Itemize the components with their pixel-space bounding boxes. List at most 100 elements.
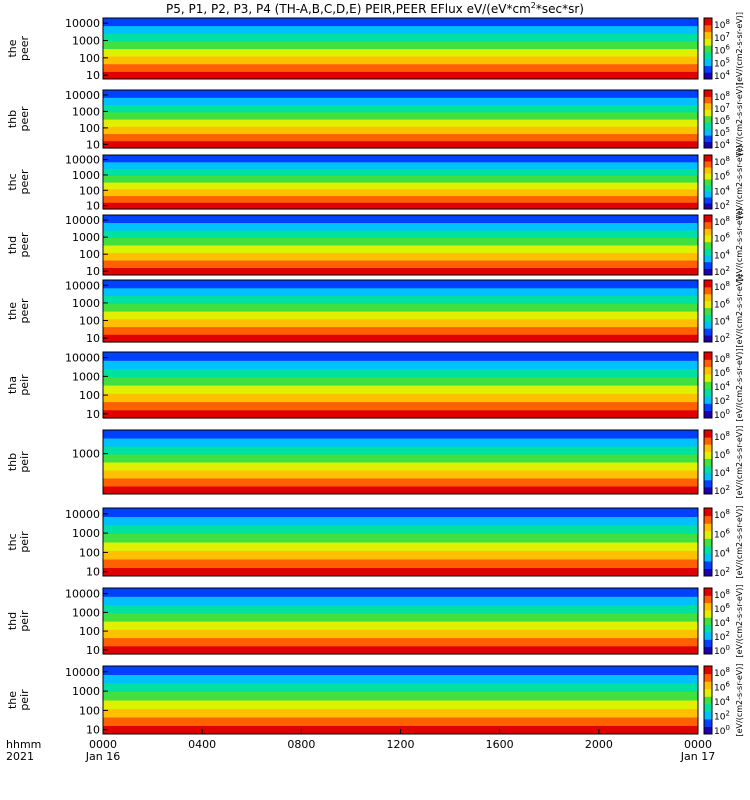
colorbar-segment [704, 366, 712, 375]
y-tick-label: 10 [86, 69, 100, 82]
panel-7-band [103, 430, 698, 439]
panel-10-band [103, 717, 698, 726]
colorbar-segment [704, 179, 712, 186]
panel-8-band [103, 542, 698, 551]
time-axis-row-label-year: 2021 [6, 750, 34, 763]
y-tick-label: 1000 [72, 297, 100, 310]
colorbar-segment [704, 215, 712, 223]
panel-4-band [103, 252, 698, 261]
colorbar-segment [704, 726, 712, 735]
panel-9-band [103, 596, 698, 606]
colorbar-segment [704, 610, 712, 618]
colorbar-tick-label: 104 [714, 547, 730, 560]
colorbar-tick-label: 104 [714, 466, 730, 479]
x-tick-label: 1200 [387, 738, 415, 751]
panel-3-band [103, 155, 698, 163]
panel-4-band [103, 222, 698, 231]
x-date-label-start: Jan 16 [85, 750, 120, 763]
colorbar-segment [704, 102, 712, 110]
colorbar-segment [704, 568, 712, 577]
x-tick-label: 0000 [89, 738, 117, 751]
colorbar-segment [704, 203, 712, 210]
colorbar-segment [704, 197, 712, 204]
panel-5-band [103, 318, 698, 328]
colorbar-segment [704, 280, 712, 288]
colorbar-label: [eV/(cm2-s-sr-eV)] [735, 208, 744, 281]
colorbar-segment [704, 410, 712, 419]
colorbar-segment [704, 185, 712, 192]
panel-5-band [103, 334, 698, 343]
colorbar-tick-label: 104 [714, 380, 730, 393]
y-tick-label: 1000 [72, 606, 100, 619]
panel-8-band [103, 525, 698, 534]
colorbar-segment [704, 617, 712, 626]
panel-8-band [103, 559, 698, 568]
panel-2-band [103, 119, 698, 127]
panel-4-frame [102, 214, 699, 276]
panel-2-band [103, 97, 698, 106]
panel-1-band [103, 18, 698, 27]
y-tick-label: 100 [79, 389, 100, 402]
panel-label: thbpeir [6, 451, 31, 473]
colorbar-segment [704, 235, 712, 243]
y-tick-label: 10000 [65, 352, 100, 365]
panel-7-band [103, 478, 698, 487]
y-tick-label: 10 [86, 138, 100, 151]
colorbar-segment [704, 688, 712, 697]
panel-7-band [103, 486, 698, 495]
time-axis: hhmm 2021 0000 0400 0800 1200 1600 2000 0000Ja… [6, 729, 715, 763]
colorbar-tick-label: 100 [714, 408, 730, 421]
panel-7-band [103, 470, 698, 479]
panel-5-band [103, 303, 698, 312]
colorbar-segment [704, 359, 712, 368]
colorbar-tick-label: 104 [714, 138, 730, 151]
colorbar-segment [704, 45, 712, 53]
panel-9-band [103, 637, 698, 647]
colorbar-segment [704, 261, 712, 269]
panel-9-band [103, 645, 698, 655]
colorbar-tick-label: 108 [714, 352, 730, 365]
y-tick-label: 10000 [65, 154, 100, 167]
colorbar-tick-label: 104 [714, 184, 730, 197]
colorbar-tick-label: 107 [714, 102, 730, 115]
colorbar-segment [704, 374, 712, 382]
colorbar-tick-label: 102 [714, 710, 730, 723]
colorbar-frame [703, 17, 713, 80]
colorbar-frame [703, 587, 713, 655]
colorbar-segment [704, 268, 712, 276]
panel-10-band [103, 683, 698, 692]
panel-3-band [103, 202, 698, 210]
colorbar-tick-label: 100 [714, 644, 730, 657]
panel-4-band [103, 215, 698, 223]
panel-8-band [103, 516, 698, 526]
colorbar-label: [eV/(cm2-s-sr-eV)] [735, 663, 744, 736]
colorbar-tick-label: 108 [714, 215, 730, 228]
colorbar-segment [704, 632, 712, 640]
panel-9-band [103, 604, 698, 614]
x-tick-label: 0000 [684, 738, 712, 751]
colorbar-tick-label: 106 [714, 114, 730, 127]
colorbar-frame [703, 351, 713, 419]
colorbar-label: [eV/(cm2-s-sr-eV)] [735, 425, 744, 498]
colorbar-segment [704, 486, 712, 495]
colorbar-tick-label: 100 [714, 724, 730, 737]
panel-1-band [103, 48, 698, 57]
panel-1-band [103, 25, 698, 34]
colorbar-segment [704, 673, 712, 682]
panel-3-band [103, 195, 698, 203]
colorbar-segment [704, 228, 712, 236]
colorbar-segment [704, 155, 712, 162]
colorbar-segment [704, 307, 712, 315]
x-tick-label: 0800 [287, 738, 315, 751]
colorbar-segment [704, 18, 712, 26]
panel-5-band [103, 280, 698, 289]
y-tick-label: 100 [79, 248, 100, 261]
panel-label: thepeer [6, 36, 31, 62]
colorbar-segment [704, 595, 712, 604]
colorbar-segment [704, 530, 712, 539]
